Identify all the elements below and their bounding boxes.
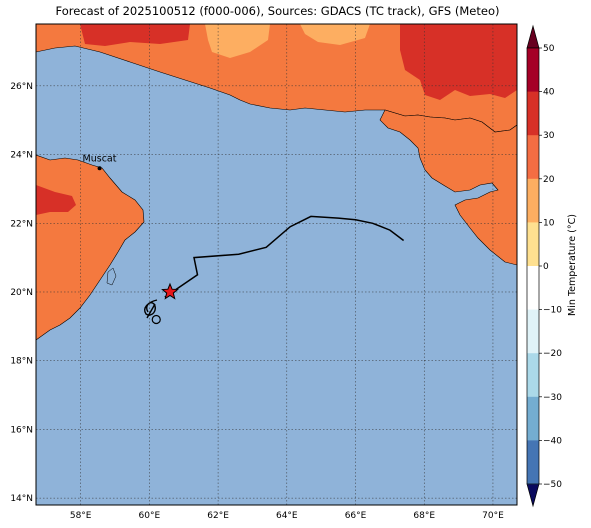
colorbar-tick-label: −20 [543,349,562,359]
mild-patch-north-2 [300,24,370,45]
y-tick-label: 22°N [10,219,33,229]
y-tick-label: 14°N [10,494,33,504]
colorbar-tick-label: −50 [543,480,562,490]
x-tick-label: 66°E [345,511,367,521]
colorbar-min-arrow [526,483,540,508]
colorbar-segment [527,353,539,398]
y-tick-label: 20°N [10,288,33,298]
y-tick-label: 18°N [10,357,33,367]
x-tick-label: 68°E [413,511,435,521]
colorbar-segment [527,396,539,441]
x-tick-label: 58°E [70,511,92,521]
y-tick-label: 16°N [10,425,33,435]
colorbar-tick-label: 40 [543,88,555,98]
hot-patch-northeast [400,24,517,100]
track-start-marker [151,314,161,325]
colorbar-tick-label: 20 [543,175,555,185]
y-tick-label: 26°N [10,82,33,92]
city-label-muscat: Muscat [83,153,117,164]
colorbar-segment [527,266,539,311]
colorbar-max-arrow [526,24,540,49]
colorbar: 50 40 30 20 10 0 −10 −20 −30 −40 −50 [526,24,562,508]
y-axis-ticks: 14°N 16°N 18°N 20°N 22°N 24°N 26°N [10,82,33,504]
y-tick-label: 24°N [10,151,33,161]
colorbar-segment [527,48,539,93]
track-loop [144,299,158,319]
colorbar-segment [527,178,539,223]
colorbar-tick-label: −10 [543,306,562,316]
colorbar-tick-label: 10 [543,218,555,228]
land-india [379,109,517,266]
colorbar-tick-label: 50 [543,44,555,54]
hot-patch-north [80,24,190,46]
colorbar-tick-label: −30 [543,393,562,403]
colorbar-segment [527,309,539,354]
x-tick-label: 70°E [482,511,504,521]
x-axis-ticks: 58°E 60°E 62°E 64°E 66°E 68°E 70°E [70,511,504,521]
map-title: Forecast of 2025100512 (f000-006), Sourc… [55,4,500,18]
colorbar-segment [527,91,539,136]
x-tick-label: 60°E [139,511,161,521]
colorbar-segment [527,440,539,485]
x-tick-label: 62°E [207,511,229,521]
storm-center-icon [161,282,179,300]
storm-track [164,215,405,298]
masirah-island [106,267,117,286]
colorbar-tick-label: −40 [543,436,562,446]
mild-patch-north [205,24,270,58]
colorbar-tick-label: 30 [543,131,555,141]
hot-patch-oman [36,185,76,215]
map-frame [35,23,518,506]
colorbar-label: Min Temperature (°C) [567,214,578,316]
colorbar-segment [527,135,539,180]
colorbar-tick-label: 0 [543,262,549,272]
city-marker-muscat [97,166,102,171]
colorbar-segment [527,222,539,267]
map-canvas[interactable]: Muscat [36,24,517,505]
x-tick-label: 64°E [276,511,298,521]
